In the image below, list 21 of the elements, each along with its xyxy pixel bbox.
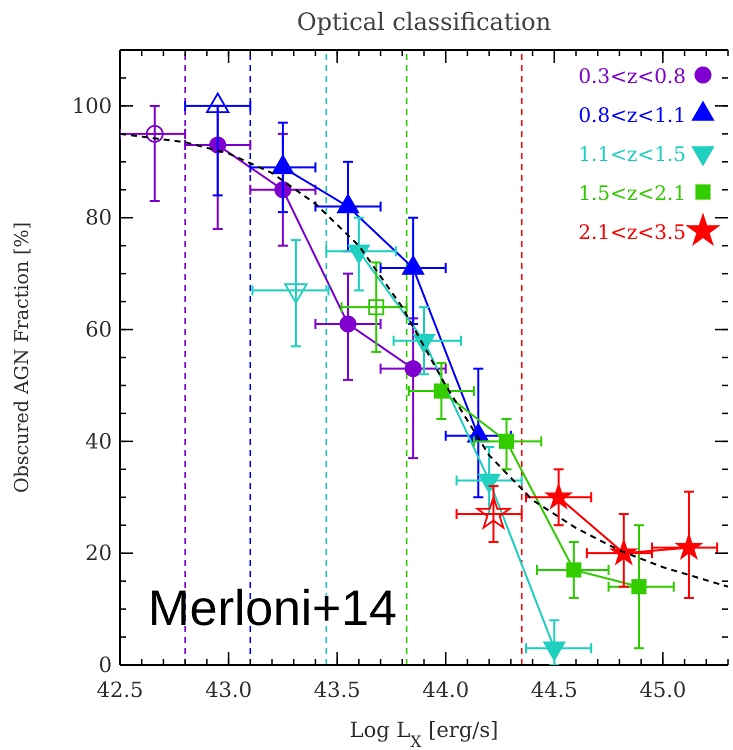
x-tick-label: 44.5: [530, 678, 578, 702]
legend-label: 2.1<z<3.5: [578, 220, 686, 244]
y-tick-label: 60: [85, 318, 112, 342]
y-tick-label: 40: [85, 429, 112, 454]
chart-title: Optical classification: [296, 8, 552, 36]
x-axis-title: Log L$_{X}$ [erg/s]: [350, 718, 498, 750]
y-tick-label: 20: [85, 541, 112, 566]
legend-label: 0.8<z<1.1: [578, 103, 686, 127]
y-tick-label: 80: [85, 206, 112, 230]
x-tick-label: 43.0: [205, 678, 252, 702]
y-tick-label: 100: [72, 94, 112, 118]
legend-label: 1.1<z<1.5: [578, 142, 686, 166]
x-tick-label: 44.0: [422, 678, 470, 702]
y-axis-title: Obscured AGN Fraction [%]: [11, 222, 33, 494]
annotation: Merloni+14: [148, 580, 397, 636]
x-tick-label: 42.5: [96, 678, 144, 702]
x-tick-label: 45.0: [639, 678, 686, 702]
x-tick-label: 43.5: [314, 678, 361, 702]
legend-label: 1.5<z<2.1: [578, 181, 686, 205]
legend-label: 0.3<z<0.8: [578, 64, 686, 88]
y-tick-label: 0: [98, 653, 112, 677]
